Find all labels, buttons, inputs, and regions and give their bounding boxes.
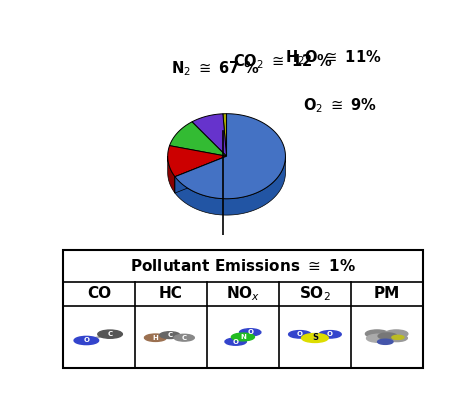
Circle shape	[174, 334, 194, 341]
Text: C: C	[182, 335, 187, 341]
Text: HC: HC	[159, 286, 183, 301]
Text: H: H	[153, 335, 158, 341]
Circle shape	[289, 331, 311, 338]
Polygon shape	[175, 156, 227, 193]
Text: O: O	[327, 331, 333, 337]
Polygon shape	[168, 146, 227, 177]
Text: C: C	[108, 331, 113, 337]
Circle shape	[98, 330, 122, 338]
Polygon shape	[168, 156, 175, 193]
Text: SO$_2$: SO$_2$	[299, 285, 331, 303]
Text: S: S	[312, 334, 318, 342]
Circle shape	[231, 333, 255, 341]
Circle shape	[365, 330, 389, 338]
Text: N$_2$ $\cong$ 67 %: N$_2$ $\cong$ 67 %	[171, 59, 260, 78]
Text: O: O	[247, 329, 253, 335]
Text: S: S	[312, 334, 318, 342]
Circle shape	[386, 334, 407, 342]
Circle shape	[378, 333, 397, 339]
Circle shape	[366, 334, 391, 342]
Polygon shape	[175, 114, 285, 199]
Text: N: N	[240, 334, 246, 340]
Circle shape	[225, 338, 246, 345]
Polygon shape	[175, 156, 227, 193]
Circle shape	[301, 334, 328, 342]
Circle shape	[74, 337, 99, 344]
Text: Pollutant Emissions $\cong$ 1%: Pollutant Emissions $\cong$ 1%	[130, 258, 356, 274]
Text: C: C	[167, 332, 173, 338]
Text: O: O	[297, 331, 303, 337]
Text: O: O	[83, 337, 90, 344]
Circle shape	[145, 334, 166, 342]
Text: O$_2$ $\cong$ 9%: O$_2$ $\cong$ 9%	[303, 96, 378, 115]
Circle shape	[392, 335, 404, 339]
Circle shape	[239, 329, 261, 336]
Text: O: O	[233, 339, 238, 344]
Polygon shape	[192, 114, 227, 156]
Text: CO: CO	[87, 286, 111, 301]
Circle shape	[378, 339, 393, 344]
Text: NO$_x$: NO$_x$	[226, 285, 260, 303]
Polygon shape	[223, 114, 227, 156]
Circle shape	[319, 331, 341, 338]
Circle shape	[385, 330, 408, 338]
Polygon shape	[175, 157, 285, 215]
Text: H$_2$O $\cong$ 11%: H$_2$O $\cong$ 11%	[285, 48, 382, 67]
Text: PM: PM	[374, 286, 400, 301]
Circle shape	[160, 332, 180, 339]
Polygon shape	[170, 122, 227, 156]
Text: CO$_2$ $\cong$ 12 %: CO$_2$ $\cong$ 12 %	[233, 53, 333, 72]
